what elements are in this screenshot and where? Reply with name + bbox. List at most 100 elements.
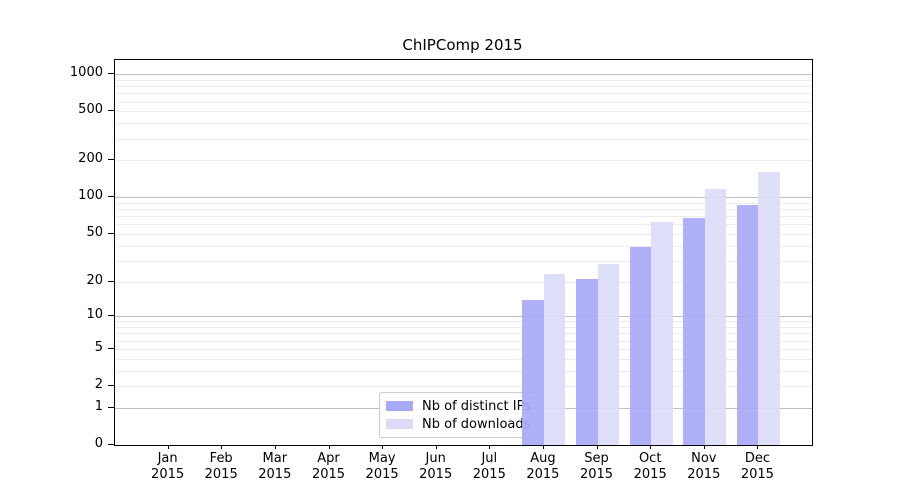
y-tick-label: 2 bbox=[94, 377, 103, 392]
x-tick-year: 2015 bbox=[258, 467, 292, 482]
x-tick-month: Apr bbox=[317, 451, 340, 466]
x-tick-mark bbox=[489, 445, 491, 449]
x-tick-label: Jan 2015 bbox=[136, 451, 200, 483]
x-tick-month: Jun bbox=[425, 451, 446, 466]
x-tick-month: Nov bbox=[691, 451, 717, 466]
bar-downloads bbox=[543, 274, 566, 445]
legend-label: Nb of downloads bbox=[422, 416, 531, 432]
y-tick-label: 500 bbox=[78, 102, 103, 118]
x-tick-label: Mar 2015 bbox=[243, 451, 307, 483]
gridline-minor bbox=[115, 327, 812, 328]
x-tick-month: May bbox=[368, 451, 396, 466]
y-tick-label: 20 bbox=[86, 272, 103, 288]
legend-swatch bbox=[386, 419, 413, 429]
x-tick-year: 2015 bbox=[311, 467, 346, 482]
bar-distinct-ips bbox=[522, 299, 544, 445]
legend-item: Nb of downloads bbox=[386, 415, 531, 433]
gridline bbox=[115, 74, 812, 76]
gridline bbox=[115, 281, 812, 283]
legend-label: Nb of distinct IPs bbox=[422, 398, 531, 414]
x-tick-mark bbox=[382, 445, 384, 449]
x-tick-mark bbox=[221, 445, 223, 449]
x-tick-label: Aug 2015 bbox=[511, 451, 575, 483]
y-tick-mark bbox=[108, 232, 114, 234]
x-tick-month: Feb bbox=[209, 451, 233, 466]
gridline bbox=[115, 197, 812, 199]
bar-downloads bbox=[704, 189, 727, 445]
gridline-minor bbox=[115, 216, 812, 218]
x-tick-mark bbox=[542, 445, 544, 449]
x-tick-label: May 2015 bbox=[350, 451, 414, 483]
x-tick-month: Sep bbox=[584, 451, 609, 466]
gridline-minor bbox=[115, 101, 812, 103]
x-tick-month: Aug bbox=[530, 451, 556, 466]
legend-item: Nb of distinct IPs bbox=[386, 397, 531, 415]
gridline-minor bbox=[115, 321, 812, 323]
y-tick-label: 10 bbox=[86, 307, 103, 323]
gridline-minor bbox=[115, 138, 812, 140]
gridline-minor bbox=[115, 245, 812, 247]
y-tick-mark bbox=[108, 315, 114, 317]
gridline bbox=[115, 111, 812, 113]
x-tick-year: 2015 bbox=[419, 467, 453, 482]
y-tick-mark bbox=[108, 406, 114, 408]
gridline-minor bbox=[115, 86, 812, 87]
x-tick-year: 2015 bbox=[526, 467, 560, 482]
x-tick-mark bbox=[757, 445, 759, 449]
y-tick-label: 5 bbox=[94, 339, 103, 355]
y-tick-mark bbox=[108, 110, 114, 112]
legend-swatch bbox=[386, 401, 413, 411]
gridline bbox=[115, 160, 812, 162]
x-tick-month: Dec bbox=[744, 451, 770, 466]
x-tick-year: 2015 bbox=[740, 467, 774, 482]
gridline bbox=[115, 233, 812, 235]
bar-distinct-ips bbox=[576, 279, 598, 445]
y-tick-label: 200 bbox=[78, 151, 103, 167]
x-tick-label: Dec 2015 bbox=[725, 451, 789, 483]
plot-area: Nb of distinct IPs Nb of downloads bbox=[114, 59, 813, 446]
y-tick-mark bbox=[108, 444, 114, 445]
bar-distinct-ips bbox=[629, 246, 652, 445]
chart-title: ChIPComp 2015 bbox=[402, 36, 523, 54]
bar-downloads bbox=[651, 221, 673, 445]
bar-downloads bbox=[597, 264, 619, 445]
x-tick-year: 2015 bbox=[204, 467, 238, 482]
x-tick-mark bbox=[596, 445, 598, 449]
x-tick-mark bbox=[703, 445, 705, 449]
x-tick-year: 2015 bbox=[633, 467, 667, 482]
y-tick-label: 50 bbox=[86, 224, 103, 240]
y-tick-mark bbox=[108, 73, 114, 75]
x-tick-year: 2015 bbox=[151, 467, 185, 482]
x-tick-year: 2015 bbox=[472, 467, 506, 482]
y-tick-mark bbox=[108, 280, 114, 282]
bar-distinct-ips bbox=[736, 205, 759, 445]
gridline-minor bbox=[115, 340, 812, 342]
gridline-minor bbox=[115, 224, 812, 226]
x-tick-year: 2015 bbox=[579, 467, 614, 482]
gridline-minor bbox=[115, 358, 812, 360]
y-tick-mark bbox=[108, 196, 114, 198]
x-tick-month: Mar bbox=[262, 451, 288, 466]
x-tick-label: Apr 2015 bbox=[297, 451, 361, 483]
x-tick-label: Feb 2015 bbox=[189, 451, 253, 483]
x-tick-label: Jul 2015 bbox=[457, 451, 521, 483]
y-tick-label: 100 bbox=[78, 188, 103, 204]
gridline bbox=[115, 348, 812, 350]
x-tick-month: Jul bbox=[481, 451, 498, 466]
gridline-minor bbox=[115, 209, 812, 211]
gridline-minor bbox=[115, 260, 812, 262]
x-tick-month: Oct bbox=[638, 451, 662, 466]
x-tick-month: Jan bbox=[157, 451, 178, 466]
y-tick-mark bbox=[108, 347, 114, 349]
x-tick-year: 2015 bbox=[365, 467, 399, 482]
x-tick-label: Jun 2015 bbox=[404, 451, 468, 483]
gridline-minor bbox=[115, 333, 812, 335]
x-tick-mark bbox=[328, 445, 330, 449]
y-tick-label: 0 bbox=[94, 436, 103, 451]
gridline-minor bbox=[115, 202, 812, 204]
x-tick-label: Sep 2015 bbox=[565, 451, 629, 483]
y-tick-label: 1 bbox=[94, 398, 103, 414]
gridline bbox=[115, 386, 812, 387]
bar-distinct-ips bbox=[683, 217, 705, 445]
x-tick-label: Nov 2015 bbox=[672, 451, 736, 483]
